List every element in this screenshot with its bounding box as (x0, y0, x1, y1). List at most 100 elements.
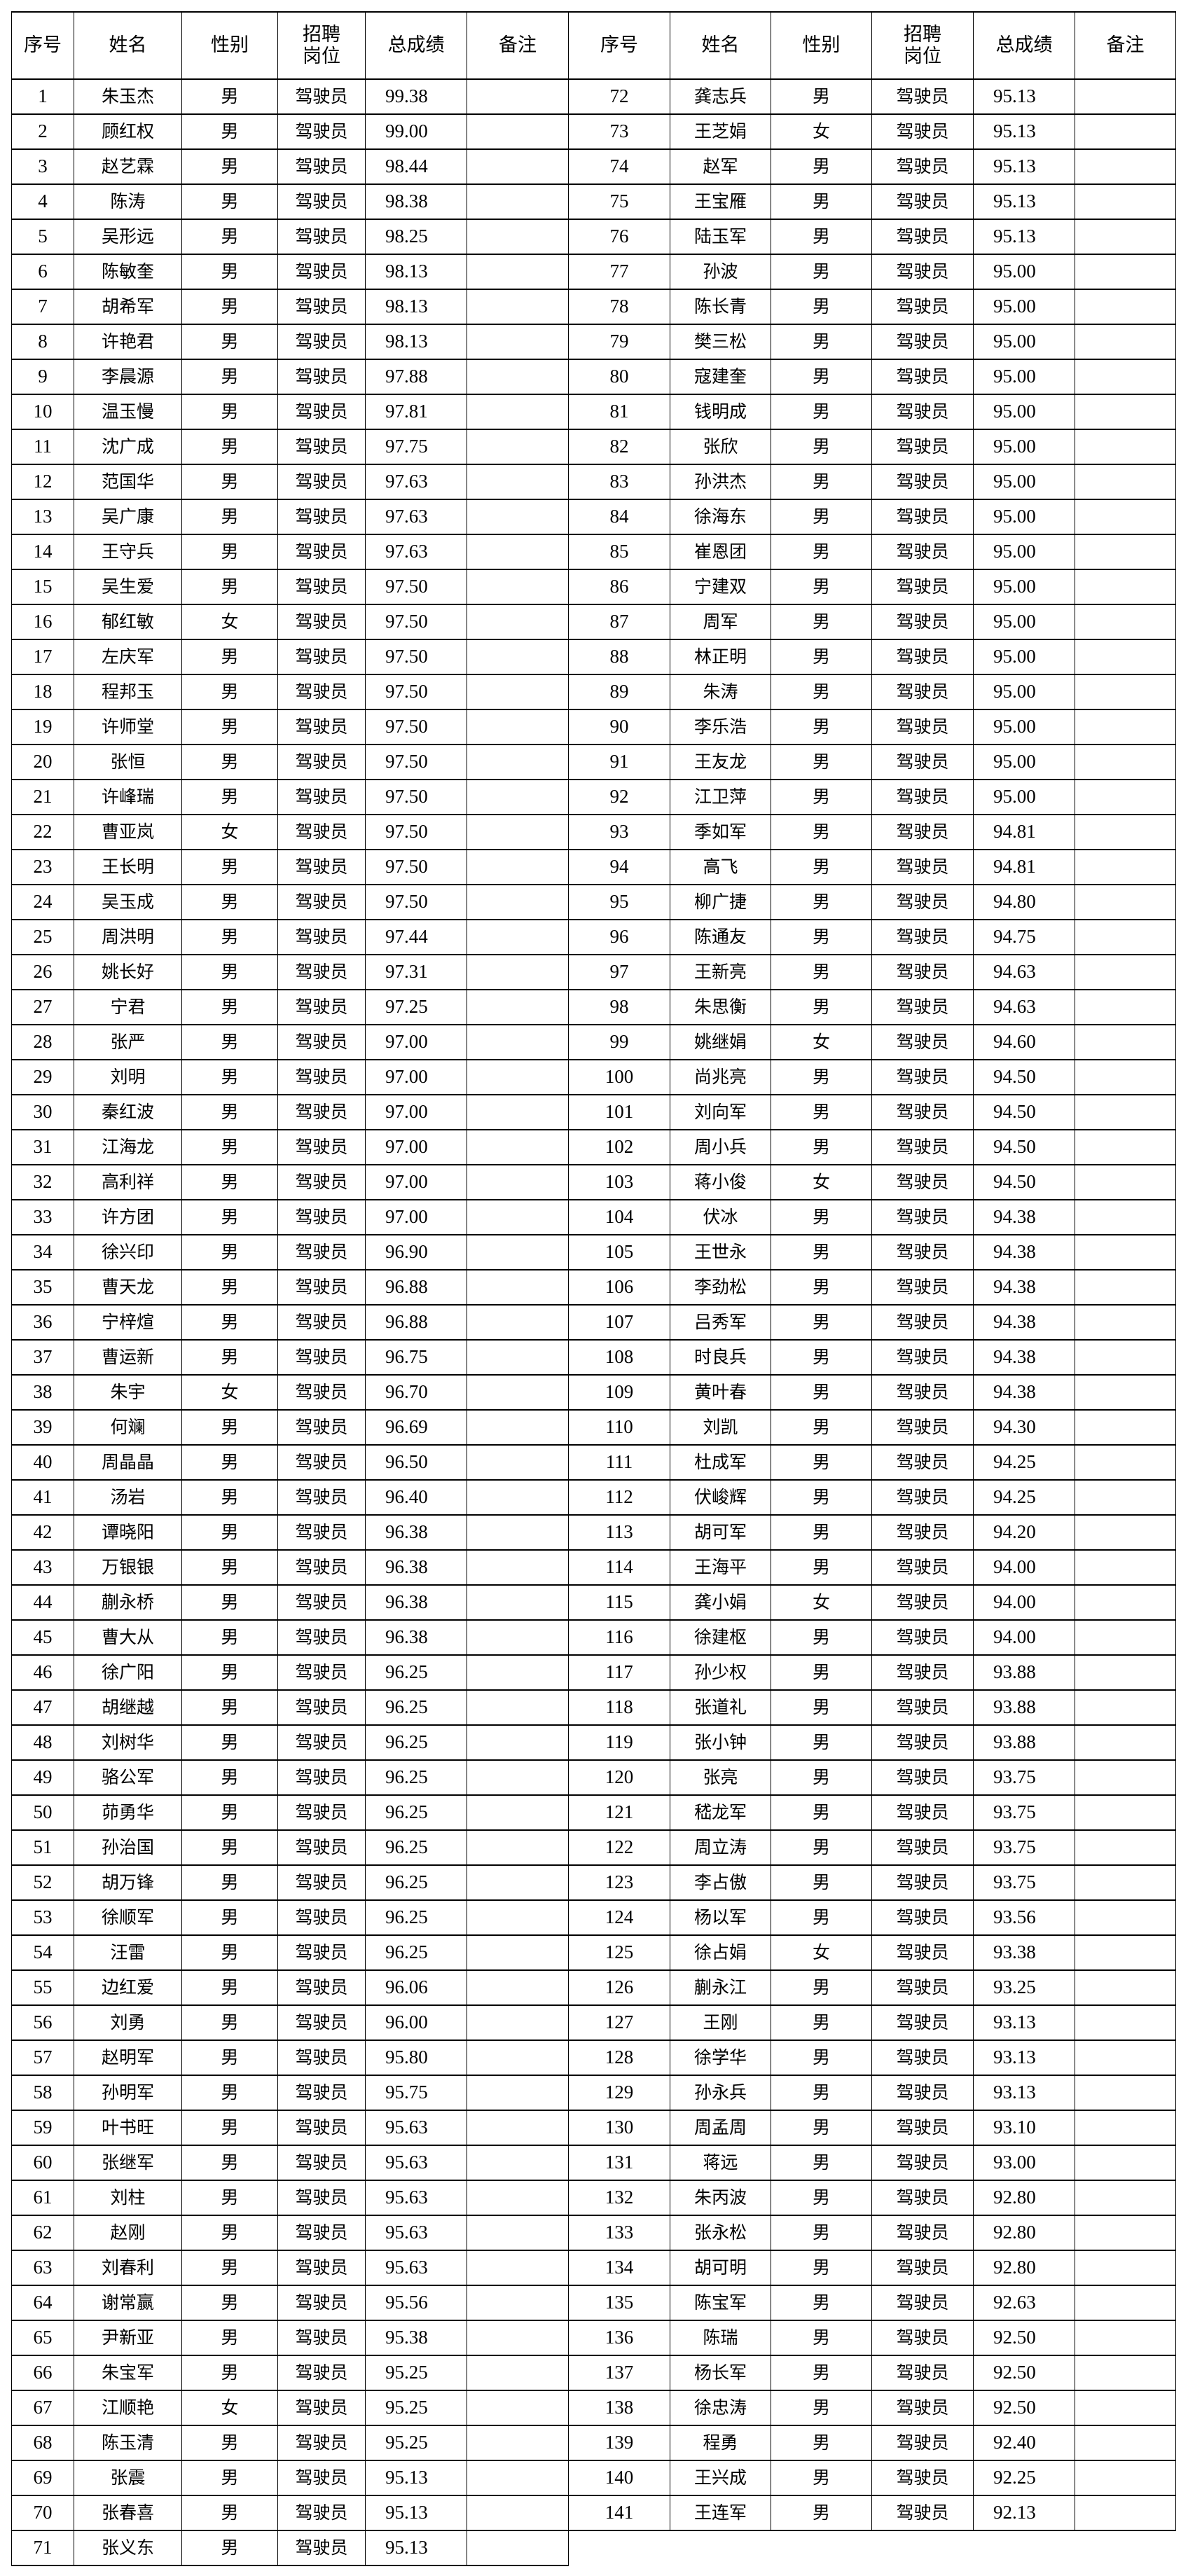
cell-position: 驾驶员 (871, 569, 974, 605)
cell-number: 5 (11, 219, 74, 255)
cell-position: 驾驶员 (277, 1759, 366, 1796)
cell-position: 驾驶员 (871, 2495, 974, 2531)
cell-name: 曹大从 (74, 1619, 182, 1656)
cell-name: 张永松 (670, 2215, 771, 2251)
cell-score: 97.63 (365, 534, 467, 570)
cell-score: 95.00 (973, 324, 1075, 360)
cell-name: 孙治国 (74, 1829, 182, 1866)
cell-position: 驾驶员 (277, 394, 366, 430)
cell-gender: 男 (181, 429, 278, 465)
cell-score: 96.25 (365, 1829, 467, 1866)
cell-score: 93.75 (973, 1759, 1075, 1796)
cell-number: 32 (11, 1164, 74, 1200)
empty-cell (872, 2530, 974, 2565)
cell-remark (467, 324, 569, 360)
cell-remark (1075, 1094, 1176, 1130)
cell-number: 109 (568, 1374, 670, 1411)
cell-number: 88 (568, 639, 670, 675)
cell-gender: 男 (181, 744, 278, 780)
cell-number: 89 (568, 674, 670, 710)
cell-gender: 男 (771, 1759, 872, 1796)
cell-number: 133 (568, 2215, 670, 2251)
table-row: 19 许师堂男驾驶员 97.50 90 李乐浩男驾驶员 95.00 (11, 709, 1176, 745)
cell-number: 129 (568, 2075, 670, 2111)
cell-gender: 男 (771, 1199, 872, 1235)
cell-remark (467, 2215, 569, 2251)
cell-gender: 男 (181, 1934, 278, 1971)
cell-name: 程勇 (670, 2425, 771, 2461)
cell-gender: 男 (181, 2215, 278, 2251)
cell-name: 王世永 (670, 1234, 771, 1270)
cell-number: 55 (11, 1969, 74, 2006)
cell-remark (467, 2390, 569, 2426)
cell-gender: 女 (771, 1584, 872, 1621)
cell-remark (1075, 639, 1176, 675)
cell-position: 驾驶员 (871, 814, 974, 850)
cell-score: 95.13 (365, 2460, 467, 2496)
cell-score: 94.38 (973, 1339, 1075, 1376)
cell-number: 37 (11, 1339, 74, 1376)
cell-number: 2 (11, 113, 74, 150)
cell-number: 38 (11, 1374, 74, 1411)
table-row: 29 刘明男驾驶员 97.00 100 尚兆亮男驾驶员 94.50 (11, 1059, 1176, 1095)
table-row: 32 高利祥男驾驶员 97.00 103 蒋小俊女驾驶员 94.50 (11, 1164, 1176, 1200)
cell-number: 130 (568, 2110, 670, 2146)
cell-name: 徐广阳 (74, 1654, 182, 1691)
cell-score: 94.50 (973, 1164, 1075, 1200)
header-col-number: 序号 (11, 11, 74, 80)
cell-name: 赵军 (670, 148, 771, 185)
cell-position: 驾驶员 (277, 2460, 366, 2496)
cell-gender: 男 (771, 1304, 872, 1341)
cell-name: 叶书旺 (74, 2110, 182, 2146)
cell-name: 张道礼 (670, 1689, 771, 1726)
cell-gender: 男 (181, 1899, 278, 1936)
cell-remark (467, 954, 569, 990)
cell-remark (467, 1479, 569, 1516)
cell-number: 117 (568, 1654, 670, 1691)
cell-number: 36 (11, 1304, 74, 1341)
cell-remark (467, 884, 569, 920)
cell-position: 驾驶员 (277, 779, 366, 815)
cell-position: 驾驶员 (871, 744, 974, 780)
cell-name: 程邦玉 (74, 674, 182, 710)
cell-gender: 男 (771, 148, 872, 185)
cell-remark (1075, 744, 1176, 780)
cell-remark (1075, 1339, 1176, 1376)
cell-remark (1075, 674, 1176, 710)
cell-position: 驾驶员 (871, 113, 974, 150)
cell-number: 61 (11, 2180, 74, 2216)
cell-remark (1075, 2004, 1176, 2041)
cell-position: 驾驶员 (277, 639, 366, 675)
cell-number: 138 (568, 2390, 670, 2426)
cell-position: 驾驶员 (277, 2180, 366, 2216)
cell-gender: 女 (181, 2390, 278, 2426)
cell-gender: 男 (181, 1444, 278, 1481)
cell-score: 97.00 (365, 1199, 467, 1235)
cell-gender: 男 (771, 2215, 872, 2251)
cell-name: 左庆军 (74, 639, 182, 675)
table-row: 26 姚长好男驾驶员 97.31 97 王新亮男驾驶员 94.63 (11, 954, 1176, 990)
cell-position: 驾驶员 (277, 1969, 366, 2006)
cell-position: 驾驶员 (871, 1199, 974, 1235)
cell-gender: 男 (181, 1339, 278, 1376)
cell-name: 赵明军 (74, 2040, 182, 2076)
cell-remark (467, 2425, 569, 2461)
cell-position: 驾驶员 (277, 1024, 366, 1060)
cell-number: 105 (568, 1234, 670, 1270)
cell-score: 94.81 (973, 849, 1075, 885)
cell-score: 94.63 (973, 989, 1075, 1025)
cell-number: 9 (11, 359, 74, 395)
cell-number: 80 (568, 359, 670, 395)
cell-name: 高利祥 (74, 1164, 182, 1200)
table-row: 21 许峰瑞男驾驶员 97.50 92 江卫萍男驾驶员 95.00 (11, 779, 1176, 815)
cell-score: 94.75 (973, 919, 1075, 955)
cell-remark (1075, 429, 1176, 465)
cell-remark (1075, 254, 1176, 290)
cell-name: 朱涛 (670, 674, 771, 710)
cell-score: 92.50 (973, 2320, 1075, 2356)
cell-number: 115 (568, 1584, 670, 1621)
cell-score: 96.25 (365, 1864, 467, 1901)
table-row: 57 赵明军男驾驶员 95.80 128 徐学华男驾驶员 93.13 (11, 2040, 1176, 2076)
cell-gender: 女 (181, 604, 278, 640)
cell-score: 95.63 (365, 2110, 467, 2146)
